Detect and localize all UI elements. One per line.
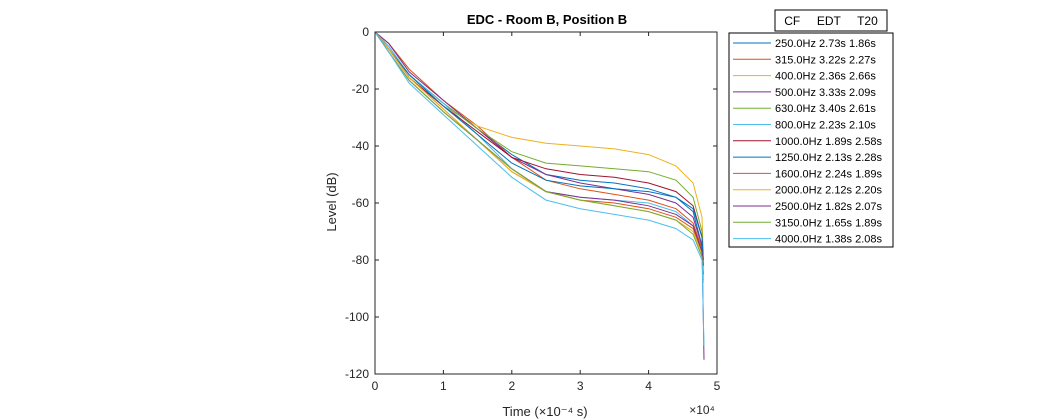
y-axis-label: Level (dB) — [324, 172, 339, 231]
legend-title-box — [774, 9, 888, 32]
legend-label-8: 1600.0Hz 2.24s 1.89s — [775, 168, 883, 180]
x-tick-label: 0 — [372, 379, 379, 393]
legend-label-3: 500.0Hz 3.33s 2.09s — [775, 87, 876, 99]
y-tick-label: -100 — [345, 310, 369, 324]
legend-label-11: 3150.0Hz 1.65s 1.89s — [775, 217, 883, 229]
legend-label-2: 400.0Hz 2.36s 2.66s — [775, 71, 876, 83]
legend[interactable]: CF EDT T20 250.0Hz 2.73s 1.86s 315.0Hz 3.… — [728, 9, 894, 248]
series-line-11 — [374, 31, 704, 280]
y-tick-label: 0 — [362, 25, 369, 39]
x-tick-label: 4 — [645, 379, 652, 393]
chart-title: EDC - Room B, Position B — [467, 12, 627, 27]
series-line-12 — [374, 31, 704, 283]
legend-label-6: 1000.0Hz 1.89s 2.58s — [775, 136, 883, 148]
x-tick-label: 5 — [714, 379, 721, 393]
x-axis-exponent-label: ×10⁴ — [689, 403, 715, 417]
legend-title: CF EDT T20 — [784, 14, 878, 28]
y-tick-label: -40 — [352, 139, 370, 153]
series-line-1 — [374, 31, 704, 266]
legend-label-4: 630.0Hz 3.40s 2.61s — [775, 103, 876, 115]
y-tick-label: -60 — [352, 196, 370, 210]
x-axis-label: Time (×10⁻⁴ s) — [502, 404, 587, 419]
x-tick-label: 3 — [577, 379, 584, 393]
y-tick-label: -80 — [352, 253, 370, 267]
legend-label-7: 1250.0Hz 2.13s 2.28s — [775, 152, 883, 164]
series-line-7 — [374, 31, 704, 261]
y-tick-label: -20 — [352, 82, 370, 96]
legend-label-1: 315.0Hz 3.22s 2.27s — [775, 54, 876, 66]
series-layer — [374, 31, 705, 360]
x-tick-label: 2 — [508, 379, 515, 393]
plot-area — [375, 32, 717, 374]
legend-label-5: 800.0Hz 2.23s 2.10s — [775, 120, 876, 132]
legend-label-0: 250.0Hz 2.73s 1.86s — [775, 38, 876, 50]
tick-layer: 0 1 2 3 4 5 0 -20 -40 -60 -80 -100 -120 — [345, 25, 721, 393]
series-line-3 — [374, 31, 705, 360]
legend-label-10: 2500.0Hz 1.82s 2.07s — [775, 201, 883, 213]
axes-box — [374, 31, 718, 375]
legend-label-12: 4000.0Hz 1.38s 2.08s — [775, 234, 883, 246]
y-tick-label: -120 — [345, 367, 369, 381]
legend-label-9: 2000.0Hz 2.12s 2.20s — [775, 185, 883, 197]
legend-box — [728, 32, 894, 248]
legend-entries: 250.0Hz 2.73s 1.86s 315.0Hz 3.22s 2.27s 40… — [733, 38, 883, 246]
x-tick-label: 1 — [440, 379, 447, 393]
